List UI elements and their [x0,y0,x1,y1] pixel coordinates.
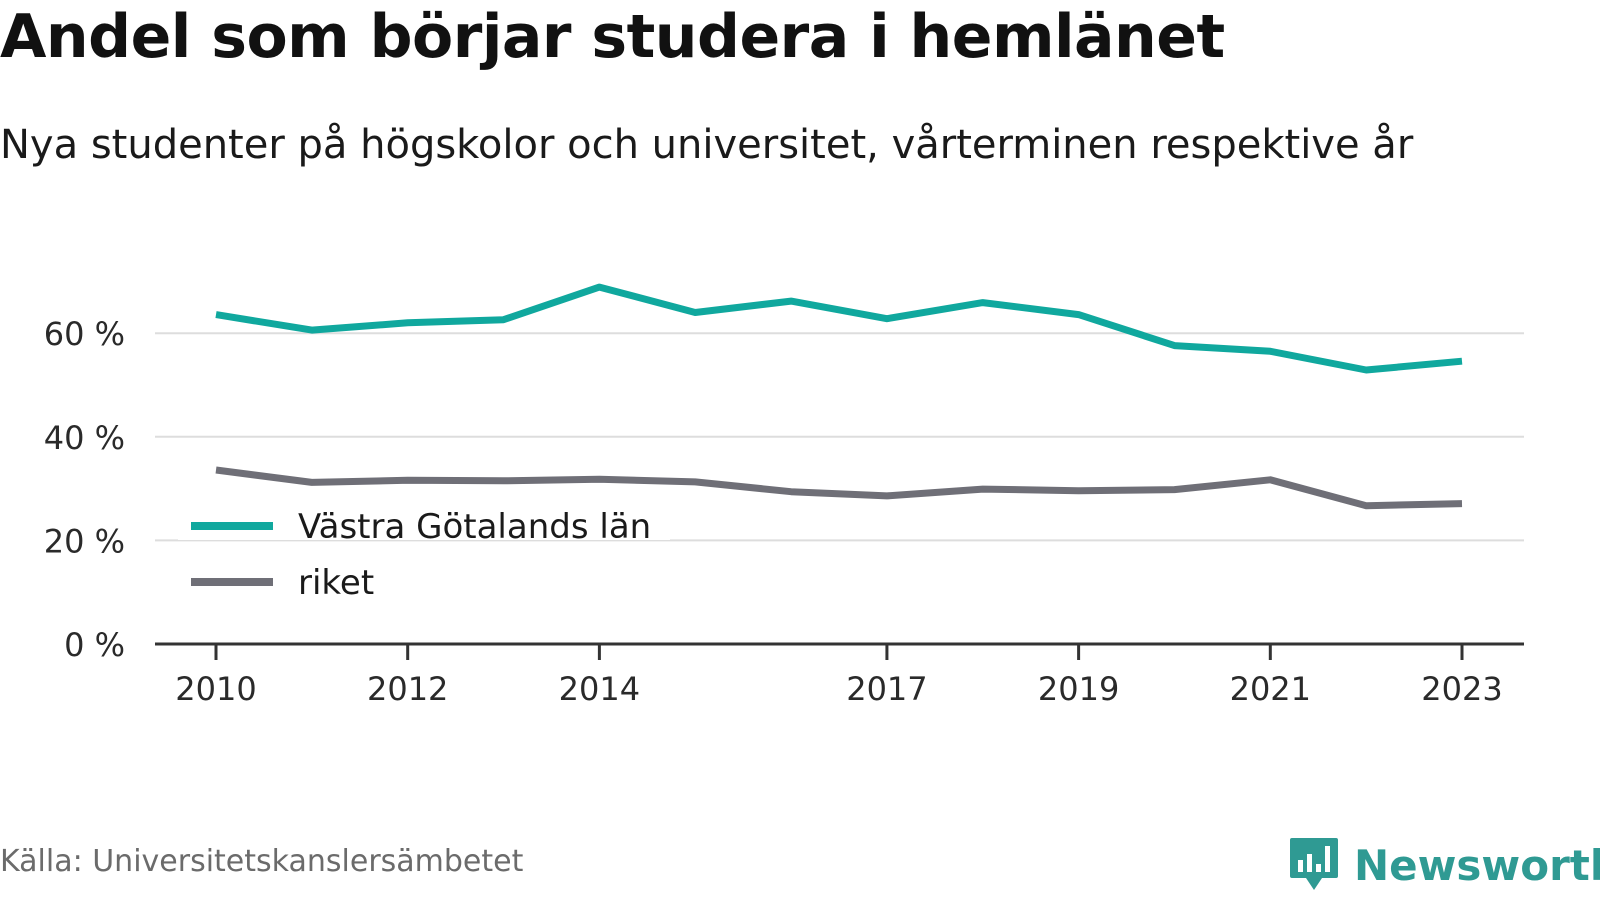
legend: Västra Götalands län riket [178,498,670,603]
bar-chart-speech-bubble-icon [1290,838,1338,890]
y-tick-label: 20 % [44,522,125,560]
legend-label: riket [298,563,374,603]
brand-name: Newsworthy [1354,840,1600,890]
brand-logo: Newsworthy [1288,836,1600,894]
chart-subtitle: Nya studenter på högskolor och universit… [0,122,1414,168]
x-tick-label: 2010 [175,670,256,708]
x-tick-label: 2021 [1230,670,1311,708]
source-note: Källa: Universitetskanslersämbetet [0,844,524,879]
x-tick-label: 2012 [367,670,448,708]
line-chart: 0 % 20 % 40 % 60 % 2010 2012 2014 2017 2019 2021… [44,283,1524,708]
series-line-0 [215,283,1463,374]
legend-background [178,498,670,540]
series-line-1 [215,466,1463,510]
x-tick-label: 2014 [559,670,640,708]
legend-label: Västra Götalands län [298,507,651,547]
y-tick-label: 60 % [44,315,125,353]
y-tick-label: 40 % [44,419,125,457]
series-lines [215,283,1463,510]
x-tick-label: 2023 [1421,670,1502,708]
y-tick-label: 0 % [64,626,125,664]
x-tick-label: 2017 [846,670,927,708]
x-axis: 2010 2012 2014 2017 2019 2021 2023 [155,642,1524,708]
gridlines [155,332,1524,542]
chart-title: Andel som börjar studera i hemlänet [0,2,1225,72]
y-axis-tick-labels: 0 % 20 % 40 % 60 % [44,315,125,664]
x-tick-label: 2019 [1038,670,1119,708]
